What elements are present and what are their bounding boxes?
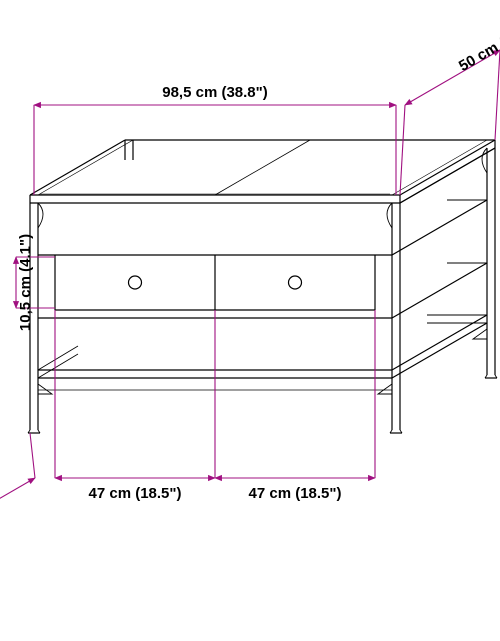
dim-front-depth: [0, 478, 35, 530]
drawer-knob-left: [129, 276, 142, 289]
dim-width-label: 98,5 cm (38.8"): [162, 84, 268, 101]
drawer-knob-right: [289, 276, 302, 289]
dim-drawer-h-label: 10,5 cm (4.1"): [17, 234, 34, 331]
technical-drawing: 98,5 cm (38.8") 50 cm (19.7") 10,5 cm (4.1…: [0, 0, 500, 641]
dim-depth-label: 50 cm (19.7"): [456, 14, 500, 75]
dim-drawer1-label: 47 cm (18.5"): [89, 485, 182, 502]
dim-drawer2-label: 47 cm (18.5"): [249, 485, 342, 502]
